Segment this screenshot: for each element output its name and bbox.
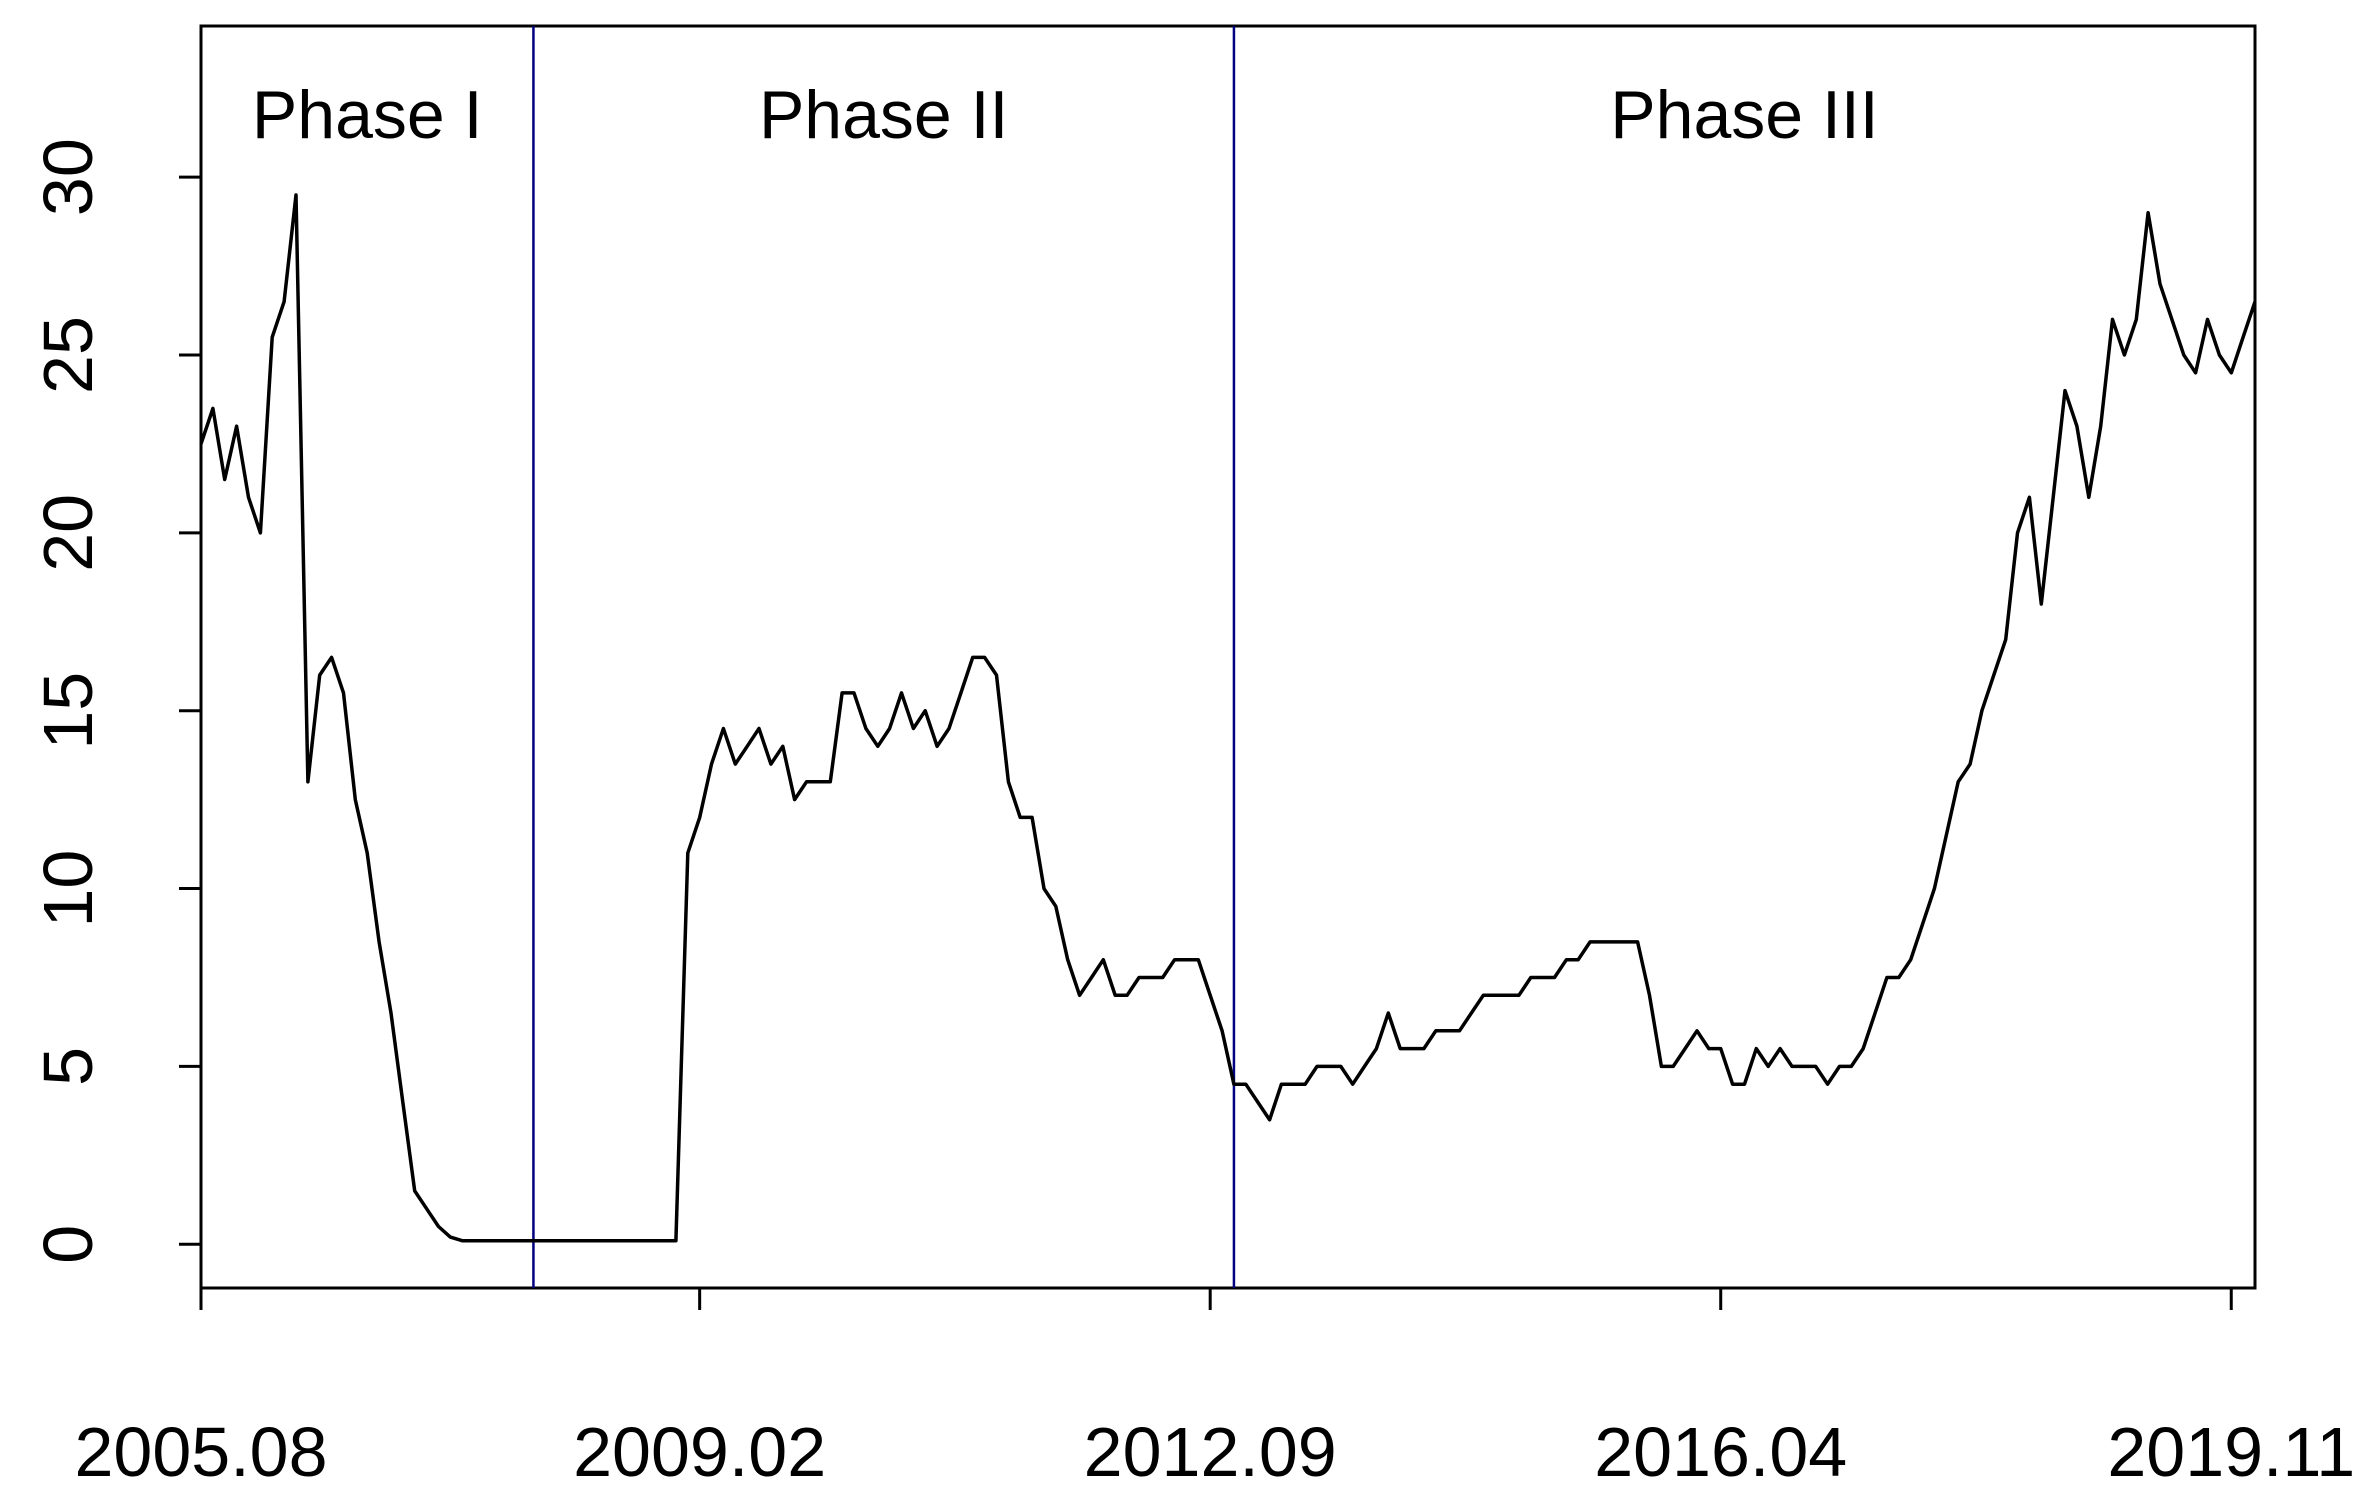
x-tick-label: 2009.02 xyxy=(573,1413,826,1491)
x-tick-label: 2012.09 xyxy=(1084,1413,1337,1491)
y-tick-label: 10 xyxy=(29,850,107,928)
phase-label: Phase II xyxy=(759,77,1009,153)
phase-label: Phase III xyxy=(1610,77,1878,153)
y-tick-label: 0 xyxy=(29,1225,107,1264)
y-tick-label: 15 xyxy=(29,672,107,750)
x-tick-label: 2016.04 xyxy=(1594,1413,1847,1491)
phase-label: Phase I xyxy=(252,77,483,153)
series-line xyxy=(199,193,2257,1243)
x-tick-label: 2019.11 xyxy=(2107,1413,2355,1491)
y-tick-label: 5 xyxy=(29,1047,107,1086)
y-tick-label: 20 xyxy=(29,494,107,572)
y-tick-label: 25 xyxy=(29,316,107,394)
x-tick-label: 2005.08 xyxy=(74,1413,327,1491)
y-tick-label: 30 xyxy=(29,138,107,216)
